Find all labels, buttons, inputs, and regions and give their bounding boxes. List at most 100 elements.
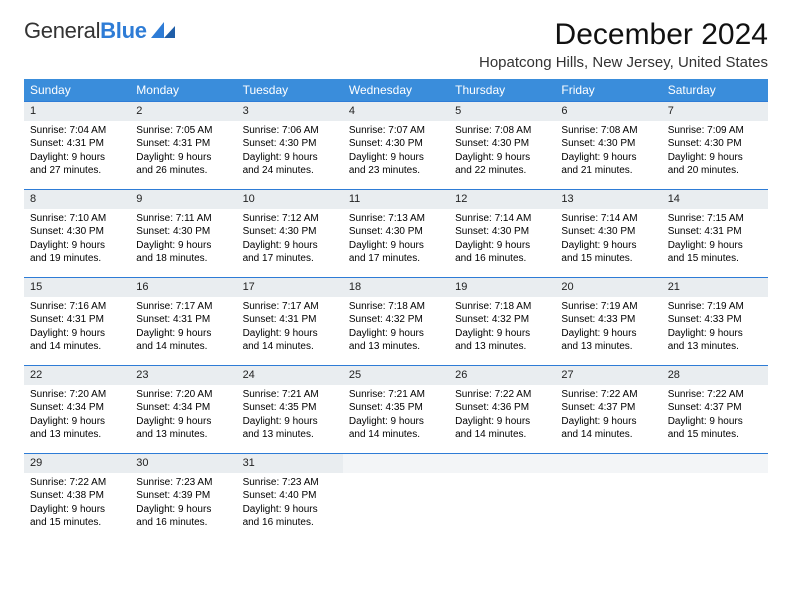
calendar-day: 8Sunrise: 7:10 AMSunset: 4:30 PMDaylight… [24, 189, 130, 277]
day-details: Sunrise: 7:08 AMSunset: 4:30 PMDaylight:… [449, 121, 555, 184]
day-number: 16 [130, 277, 236, 297]
day-number: 12 [449, 189, 555, 209]
day-details: Sunrise: 7:18 AMSunset: 4:32 PMDaylight:… [449, 297, 555, 360]
day-number: 9 [130, 189, 236, 209]
day-header-row: Sunday Monday Tuesday Wednesday Thursday… [24, 79, 768, 101]
calendar-day: . [662, 453, 768, 541]
day-header: Thursday [449, 79, 555, 101]
day-details: Sunrise: 7:19 AMSunset: 4:33 PMDaylight:… [662, 297, 768, 360]
day-details: Sunrise: 7:14 AMSunset: 4:30 PMDaylight:… [555, 209, 661, 272]
day-details: Sunrise: 7:06 AMSunset: 4:30 PMDaylight:… [237, 121, 343, 184]
day-details: Sunrise: 7:22 AMSunset: 4:37 PMDaylight:… [555, 385, 661, 448]
day-number: 29 [24, 453, 130, 473]
day-number: 10 [237, 189, 343, 209]
calendar-day: 2Sunrise: 7:05 AMSunset: 4:31 PMDaylight… [130, 101, 236, 189]
day-details: Sunrise: 7:22 AMSunset: 4:36 PMDaylight:… [449, 385, 555, 448]
calendar-week: 29Sunrise: 7:22 AMSunset: 4:38 PMDayligh… [24, 453, 768, 541]
day-number: 2 [130, 101, 236, 121]
calendar-day: 6Sunrise: 7:08 AMSunset: 4:30 PMDaylight… [555, 101, 661, 189]
calendar-day: 22Sunrise: 7:20 AMSunset: 4:34 PMDayligh… [24, 365, 130, 453]
day-details: Sunrise: 7:14 AMSunset: 4:30 PMDaylight:… [449, 209, 555, 272]
day-number: 11 [343, 189, 449, 209]
day-details: Sunrise: 7:11 AMSunset: 4:30 PMDaylight:… [130, 209, 236, 272]
day-details: Sunrise: 7:04 AMSunset: 4:31 PMDaylight:… [24, 121, 130, 184]
day-number: 4 [343, 101, 449, 121]
calendar-day: 31Sunrise: 7:23 AMSunset: 4:40 PMDayligh… [237, 453, 343, 541]
header: GeneralBlue December 2024 Hopatcong Hill… [24, 18, 768, 71]
calendar-day: 30Sunrise: 7:23 AMSunset: 4:39 PMDayligh… [130, 453, 236, 541]
logo: GeneralBlue [24, 18, 177, 44]
day-number: 13 [555, 189, 661, 209]
day-number: 17 [237, 277, 343, 297]
day-details: Sunrise: 7:16 AMSunset: 4:31 PMDaylight:… [24, 297, 130, 360]
day-number: 18 [343, 277, 449, 297]
calendar-day: 3Sunrise: 7:06 AMSunset: 4:30 PMDaylight… [237, 101, 343, 189]
day-header: Sunday [24, 79, 130, 101]
calendar-day: 1Sunrise: 7:04 AMSunset: 4:31 PMDaylight… [24, 101, 130, 189]
calendar-day: 15Sunrise: 7:16 AMSunset: 4:31 PMDayligh… [24, 277, 130, 365]
calendar-day: 20Sunrise: 7:19 AMSunset: 4:33 PMDayligh… [555, 277, 661, 365]
calendar-day: 27Sunrise: 7:22 AMSunset: 4:37 PMDayligh… [555, 365, 661, 453]
calendar-day: 21Sunrise: 7:19 AMSunset: 4:33 PMDayligh… [662, 277, 768, 365]
calendar-day: 4Sunrise: 7:07 AMSunset: 4:30 PMDaylight… [343, 101, 449, 189]
day-number: 8 [24, 189, 130, 209]
day-number: 21 [662, 277, 768, 297]
calendar-day: 19Sunrise: 7:18 AMSunset: 4:32 PMDayligh… [449, 277, 555, 365]
calendar-day: 18Sunrise: 7:18 AMSunset: 4:32 PMDayligh… [343, 277, 449, 365]
day-number: 6 [555, 101, 661, 121]
day-number: 1 [24, 101, 130, 121]
logo-word1: General [24, 18, 100, 43]
calendar-day: 25Sunrise: 7:21 AMSunset: 4:35 PMDayligh… [343, 365, 449, 453]
day-details: Sunrise: 7:18 AMSunset: 4:32 PMDaylight:… [343, 297, 449, 360]
day-number: 31 [237, 453, 343, 473]
day-details: Sunrise: 7:17 AMSunset: 4:31 PMDaylight:… [130, 297, 236, 360]
day-details: Sunrise: 7:23 AMSunset: 4:40 PMDaylight:… [237, 473, 343, 536]
title-block: December 2024 Hopatcong Hills, New Jerse… [479, 18, 768, 71]
day-number: 7 [662, 101, 768, 121]
calendar-day: 14Sunrise: 7:15 AMSunset: 4:31 PMDayligh… [662, 189, 768, 277]
calendar-day: 5Sunrise: 7:08 AMSunset: 4:30 PMDaylight… [449, 101, 555, 189]
calendar-day: 23Sunrise: 7:20 AMSunset: 4:34 PMDayligh… [130, 365, 236, 453]
day-header: Saturday [662, 79, 768, 101]
calendar-day: . [449, 453, 555, 541]
day-details: Sunrise: 7:10 AMSunset: 4:30 PMDaylight:… [24, 209, 130, 272]
day-number: 22 [24, 365, 130, 385]
calendar-day: 13Sunrise: 7:14 AMSunset: 4:30 PMDayligh… [555, 189, 661, 277]
day-number: 5 [449, 101, 555, 121]
day-details: Sunrise: 7:12 AMSunset: 4:30 PMDaylight:… [237, 209, 343, 272]
calendar-table: Sunday Monday Tuesday Wednesday Thursday… [24, 79, 768, 541]
calendar-day: 28Sunrise: 7:22 AMSunset: 4:37 PMDayligh… [662, 365, 768, 453]
logo-word2: Blue [100, 18, 146, 43]
day-details: Sunrise: 7:17 AMSunset: 4:31 PMDaylight:… [237, 297, 343, 360]
calendar-week: 22Sunrise: 7:20 AMSunset: 4:34 PMDayligh… [24, 365, 768, 453]
day-number: 26 [449, 365, 555, 385]
calendar-day: 7Sunrise: 7:09 AMSunset: 4:30 PMDaylight… [662, 101, 768, 189]
calendar-day: 12Sunrise: 7:14 AMSunset: 4:30 PMDayligh… [449, 189, 555, 277]
page-subtitle: Hopatcong Hills, New Jersey, United Stat… [479, 54, 768, 71]
calendar-day: 17Sunrise: 7:17 AMSunset: 4:31 PMDayligh… [237, 277, 343, 365]
day-header: Tuesday [237, 79, 343, 101]
day-details: Sunrise: 7:09 AMSunset: 4:30 PMDaylight:… [662, 121, 768, 184]
day-details: Sunrise: 7:13 AMSunset: 4:30 PMDaylight:… [343, 209, 449, 272]
calendar-week: 15Sunrise: 7:16 AMSunset: 4:31 PMDayligh… [24, 277, 768, 365]
day-details: Sunrise: 7:05 AMSunset: 4:31 PMDaylight:… [130, 121, 236, 184]
calendar-week: 8Sunrise: 7:10 AMSunset: 4:30 PMDaylight… [24, 189, 768, 277]
day-number: 15 [24, 277, 130, 297]
day-number: 20 [555, 277, 661, 297]
day-details: Sunrise: 7:20 AMSunset: 4:34 PMDaylight:… [130, 385, 236, 448]
calendar-day: . [343, 453, 449, 541]
day-number: 28 [662, 365, 768, 385]
day-header: Monday [130, 79, 236, 101]
day-details: Sunrise: 7:21 AMSunset: 4:35 PMDaylight:… [343, 385, 449, 448]
day-details: Sunrise: 7:20 AMSunset: 4:34 PMDaylight:… [24, 385, 130, 448]
calendar-day: 9Sunrise: 7:11 AMSunset: 4:30 PMDaylight… [130, 189, 236, 277]
day-header: Friday [555, 79, 661, 101]
day-number: 19 [449, 277, 555, 297]
day-details: Sunrise: 7:21 AMSunset: 4:35 PMDaylight:… [237, 385, 343, 448]
day-number: 23 [130, 365, 236, 385]
calendar-week: 1Sunrise: 7:04 AMSunset: 4:31 PMDaylight… [24, 101, 768, 189]
day-number: 3 [237, 101, 343, 121]
day-details: Sunrise: 7:19 AMSunset: 4:33 PMDaylight:… [555, 297, 661, 360]
logo-text: GeneralBlue [24, 18, 147, 44]
page-title: December 2024 [479, 18, 768, 52]
